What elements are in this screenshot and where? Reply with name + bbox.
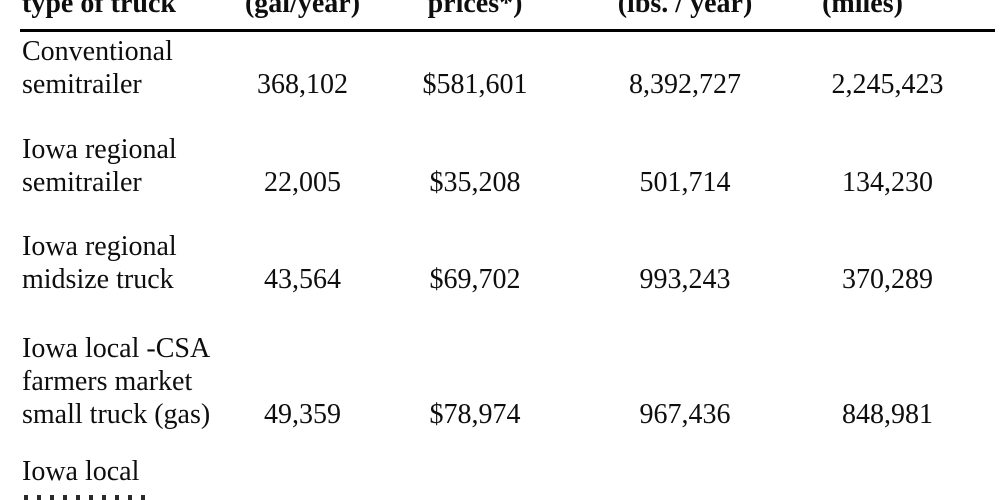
table-row-iowa-local-csa-small-truck: Iowa local -CSA farmers market small tru… [22, 332, 1000, 431]
cell-lbs-per-year: 8,392,727 [629, 69, 741, 100]
cell-miles: 848,981 [842, 399, 933, 430]
column-header-lbs-per-year: (lbs. / year) [617, 0, 753, 19]
row-label-line: midsize truck [22, 264, 174, 295]
cell-gal-per-year: 43,564 [264, 264, 341, 295]
cell-miles: 134,230 [842, 167, 933, 198]
cell-lbs-per-year: 501,714 [639, 167, 731, 198]
cell-fuel-cost: $78,974 [429, 399, 521, 430]
row-label: Iowa local -CSA farmers market small tru… [22, 332, 225, 431]
row-label-line: Iowa regional [22, 231, 177, 262]
row-label: Iowa local [22, 455, 225, 500]
row-label: Iowa regional semitrailer [22, 133, 225, 199]
table-row-iowa-local-clipped: Iowa local [22, 455, 1000, 500]
row-label-line: semitrailer [22, 69, 142, 100]
cell-fuel-cost: $35,208 [429, 167, 521, 198]
cell-miles: 370,289 [842, 264, 933, 295]
column-header-gal-per-year: (gal/year) [244, 0, 361, 19]
table-row-conventional-semitrailer: Conventional semitrailer 368,102 $581,60… [22, 35, 1000, 101]
header-divider-rule [20, 29, 995, 32]
row-label-line: Conventional [22, 36, 173, 67]
row-label: Conventional semitrailer [22, 35, 225, 101]
cell-gal-per-year: 49,359 [264, 399, 341, 430]
row-label-line: Iowa local -CSA [22, 333, 211, 364]
table-header-row: type of truck (gal/year) prices*) (lbs. … [22, 0, 1000, 20]
row-label-line: semitrailer [22, 167, 142, 198]
row-label-line: Iowa regional [22, 134, 177, 165]
cell-gal-per-year: 368,102 [257, 69, 348, 100]
cell-gal-per-year: 22,005 [264, 167, 341, 198]
column-header-type-of-truck: type of truck [22, 0, 176, 19]
cell-fuel-cost: $69,702 [429, 264, 521, 295]
cell-miles: 2,245,423 [831, 69, 944, 100]
row-label: Iowa regional midsize truck [22, 230, 225, 296]
cell-fuel-cost: $581,601 [422, 69, 528, 100]
column-header-miles: (miles) [822, 0, 903, 19]
row-label-line: farmers market [22, 366, 193, 397]
cell-lbs-per-year: 967,436 [639, 399, 731, 430]
row-label-line: Iowa local [22, 456, 140, 487]
cell-lbs-per-year: 993,243 [639, 264, 731, 295]
table-row-iowa-regional-semitrailer: Iowa regional semitrailer 22,005 $35,208… [22, 133, 1000, 199]
row-label-line: small truck (gas) [22, 399, 211, 430]
clipped-text-line [24, 495, 154, 500]
table-row-iowa-regional-midsize-truck: Iowa regional midsize truck 43,564 $69,7… [22, 230, 1000, 296]
column-header-prices: prices*) [427, 0, 523, 19]
